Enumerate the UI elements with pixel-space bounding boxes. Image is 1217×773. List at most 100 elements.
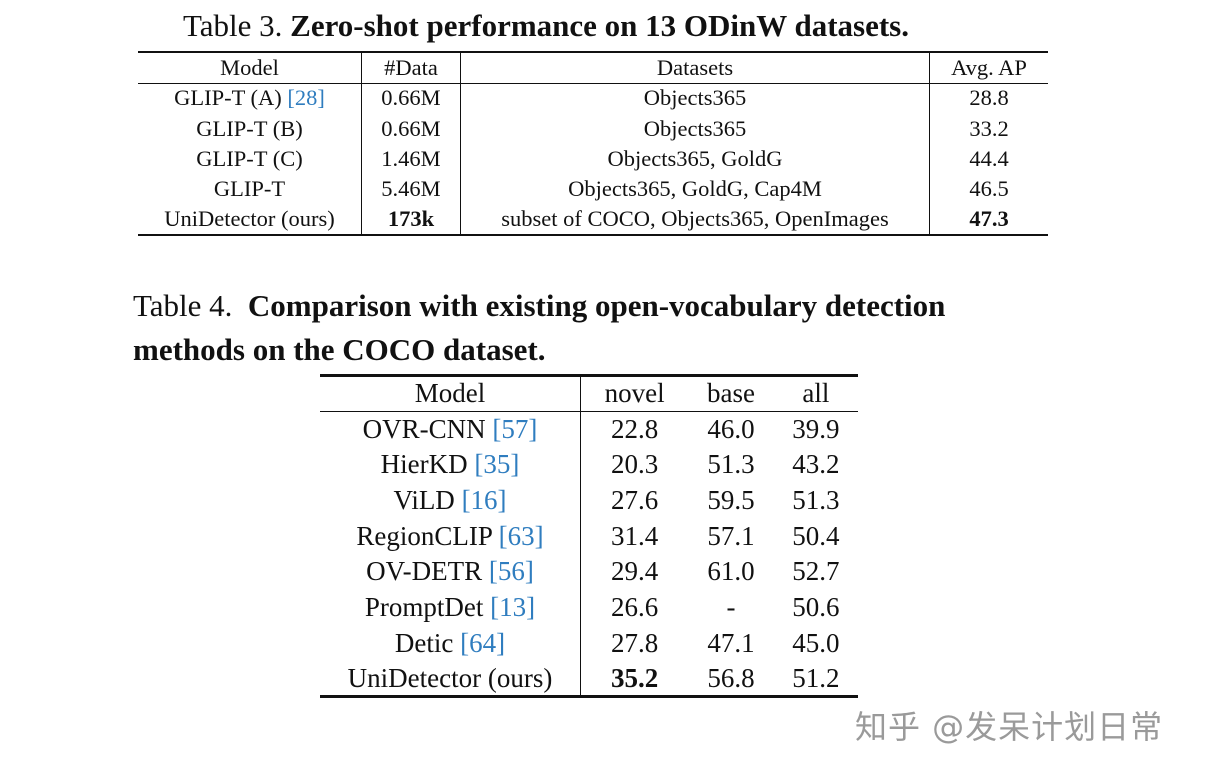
data-cell: 0.66M bbox=[361, 83, 461, 114]
cell-text: GLIP-T (A) bbox=[174, 85, 288, 111]
table4: Model novel base all OVR-CNN [57] 22.8 46.… bbox=[320, 374, 858, 699]
header-cell: all bbox=[802, 378, 830, 409]
header-cell: Model bbox=[320, 375, 581, 412]
citation-link[interactable]: [35] bbox=[474, 449, 520, 480]
citation-link[interactable]: [16] bbox=[461, 484, 507, 515]
table-header-row: Model novel base all bbox=[320, 375, 858, 412]
all-cell: 50.6 bbox=[774, 590, 858, 626]
caption-title: Comparison with existing open-vocabulary… bbox=[247, 288, 946, 323]
cell-text: 20.3 bbox=[611, 449, 659, 480]
caption-label: Table 3. bbox=[183, 8, 283, 43]
cell-text: 56.8 bbox=[707, 662, 755, 693]
base-cell: 46.0 bbox=[688, 411, 774, 447]
model-cell: GLIP-T (A) [28] bbox=[138, 83, 362, 114]
cell-text: 61.0 bbox=[707, 556, 755, 587]
table-header-row: Model #Data Datasets Avg. AP bbox=[138, 52, 1048, 83]
ap-cell: 28.8 bbox=[930, 83, 1049, 113]
citation-link[interactable]: [63] bbox=[498, 520, 544, 551]
cell-text: 47.1 bbox=[707, 627, 755, 658]
header-cell: #Data bbox=[361, 52, 461, 83]
all-cell: 45.0 bbox=[774, 625, 858, 661]
novel-cell: 35.2 bbox=[581, 661, 689, 697]
table-row: GLIP-T (A) [28] 0.66M Objects365 28.8 bbox=[138, 83, 1049, 114]
cell-text: 46.5 bbox=[969, 176, 1009, 202]
base-cell: 61.0 bbox=[688, 554, 774, 590]
cell-text: 50.6 bbox=[792, 591, 840, 622]
cell-text: 44.4 bbox=[969, 145, 1009, 171]
header-cell: Datasets bbox=[460, 52, 930, 83]
cell-text: subset of COCO, Objects365, OpenImages bbox=[501, 206, 889, 232]
cell-text: 1.46M bbox=[381, 145, 441, 171]
table4-caption: Table 4. Comparison with existing open-v… bbox=[133, 284, 945, 328]
cell-text: Objects365 bbox=[643, 115, 747, 141]
cell-text: 33.2 bbox=[969, 115, 1009, 141]
table3-caption: Table 3. Zero-shot performance on 13 ODi… bbox=[183, 4, 909, 48]
ap-cell: 33.2 bbox=[930, 113, 1049, 143]
novel-cell: 20.3 bbox=[581, 447, 689, 483]
data-cell: 0.66M bbox=[361, 113, 461, 144]
novel-cell: 29.4 bbox=[581, 554, 689, 590]
novel-cell: 31.4 bbox=[581, 518, 689, 554]
model-cell: Detic [64] bbox=[320, 625, 581, 661]
cell-text: UniDetector (ours) bbox=[164, 206, 335, 232]
citation-link[interactable]: [64] bbox=[460, 627, 506, 658]
header-cell: base bbox=[707, 378, 756, 409]
base-cell: 47.1 bbox=[688, 625, 774, 661]
cell-text: 51.2 bbox=[792, 662, 840, 693]
cell-text: - bbox=[726, 591, 736, 622]
all-cell: 52.7 bbox=[774, 554, 858, 590]
model-cell: GLIP-T (B) bbox=[138, 113, 362, 144]
table-row: PromptDet [13] 26.6 - 50.6 bbox=[320, 589, 858, 626]
ap-cell: 46.5 bbox=[930, 174, 1049, 204]
citation-link[interactable]: [28] bbox=[287, 85, 325, 111]
datasets-cell: Objects365 bbox=[460, 113, 930, 144]
caption-title: methods on the COCO dataset. bbox=[133, 332, 546, 367]
model-cell: UniDetector (ours) bbox=[320, 661, 581, 697]
all-cell: 51.2 bbox=[774, 661, 858, 697]
cell-text: 27.6 bbox=[611, 484, 659, 515]
cell-text: UniDetector (ours) bbox=[347, 662, 553, 693]
cell-text: 29.4 bbox=[611, 556, 659, 587]
cell-text: OVR-CNN bbox=[362, 413, 493, 444]
citation-link[interactable]: [13] bbox=[490, 591, 536, 622]
table-row: UniDetector (ours) 173k subset of COCO, Ob… bbox=[138, 204, 1049, 235]
cell-text: GLIP-T (B) bbox=[196, 115, 303, 141]
data-cell: 5.46M bbox=[361, 174, 461, 205]
cell-text: 51.3 bbox=[707, 449, 755, 480]
header-cell: Model bbox=[138, 52, 362, 83]
caption-title: Zero-shot performance on 13 ODinW datase… bbox=[290, 8, 909, 43]
cell-text: 31.4 bbox=[611, 520, 659, 551]
ap-cell: 47.3 bbox=[930, 205, 1049, 235]
table4-caption-line2: methods on the COCO dataset. bbox=[133, 328, 545, 372]
citation-link[interactable]: [57] bbox=[492, 413, 538, 444]
base-cell: 57.1 bbox=[688, 518, 774, 554]
watermark: 知乎 @发呆计划日常 bbox=[855, 708, 1164, 746]
all-cell: 51.3 bbox=[774, 483, 858, 519]
model-cell: UniDetector (ours) bbox=[138, 204, 362, 235]
cell-text: GLIP-T bbox=[213, 176, 286, 202]
novel-cell: 22.8 bbox=[581, 411, 689, 447]
datasets-cell: Objects365, GoldG bbox=[460, 143, 930, 175]
novel-cell: 26.6 bbox=[581, 590, 689, 626]
cell-text: 51.3 bbox=[792, 484, 840, 515]
citation-link[interactable]: [56] bbox=[488, 556, 534, 587]
table-row: GLIP-T (C) 1.46M Objects365, GoldG 44.4 bbox=[138, 143, 1048, 175]
datasets-cell: Objects365, GoldG, Cap4M bbox=[460, 174, 930, 205]
cell-text: RegionCLIP bbox=[356, 520, 499, 551]
novel-cell: 27.8 bbox=[581, 625, 689, 661]
cell-text: 0.66M bbox=[381, 85, 441, 111]
novel-cell: 27.6 bbox=[581, 483, 689, 519]
model-cell: OVR-CNN [57] bbox=[320, 411, 581, 447]
cell-text: ViLD bbox=[393, 484, 462, 515]
cell-text: 50.4 bbox=[792, 520, 840, 551]
cell-text: 52.7 bbox=[792, 556, 840, 587]
header-cell: Avg. AP bbox=[951, 54, 1027, 80]
table-row: OV-DETR [56] 29.4 61.0 52.7 bbox=[320, 553, 858, 590]
cell-text: 35.2 bbox=[611, 662, 659, 693]
cell-text: Detic bbox=[394, 627, 461, 658]
cell-text: 57.1 bbox=[707, 520, 755, 551]
model-cell: HierKD [35] bbox=[320, 446, 581, 483]
table-row: ViLD [16] 27.6 59.5 51.3 bbox=[320, 482, 858, 519]
all-cell: 39.9 bbox=[774, 411, 858, 447]
